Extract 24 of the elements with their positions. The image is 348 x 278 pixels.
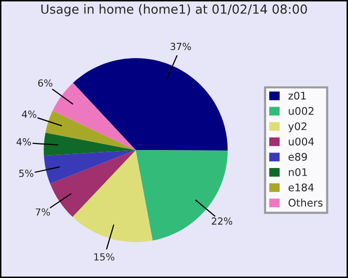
- pie-slice: [52, 82, 136, 150]
- data-label: 4%: [16, 138, 31, 146]
- data-label: 5%: [19, 170, 34, 178]
- pie-slice: [45, 110, 136, 150]
- legend-label: z01: [288, 92, 306, 100]
- data-label: 7%: [36, 208, 50, 216]
- data-label: 15%: [94, 253, 114, 261]
- pie-slice: [72, 150, 153, 242]
- legend-label: u004: [288, 138, 314, 146]
- pie-slice: [73, 58, 228, 150]
- data-label: 6%: [38, 79, 52, 87]
- data-label: 37%: [170, 42, 191, 50]
- pie-slice: [50, 150, 136, 217]
- legend-label: e184: [288, 183, 314, 192]
- data-label: 22%: [212, 217, 232, 225]
- legend-label: Others: [288, 198, 322, 207]
- legend-label: y02: [288, 122, 306, 132]
- legend-label: u002: [288, 107, 314, 115]
- pie-slice: [44, 132, 136, 156]
- legend-label: n01: [288, 168, 307, 176]
- pie-slice: [44, 150, 136, 184]
- legend-label: e89: [288, 152, 307, 161]
- data-label: 4%: [22, 110, 36, 118]
- chart-title: Usage in home (home1) at 01/02/14 08:00: [41, 4, 307, 16]
